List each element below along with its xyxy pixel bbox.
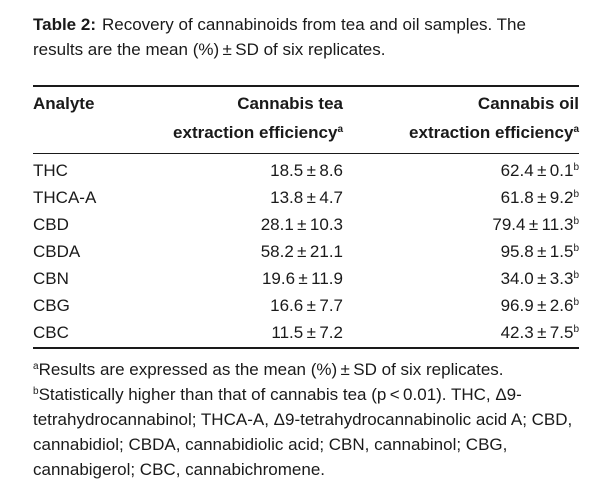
- cell-oil-value: 62.4 ± 0.1: [500, 161, 574, 180]
- table-row: CBDA 58.2 ± 21.1 95.8 ± 1.5b: [33, 238, 579, 265]
- table-footnotes: aResults are expressed as the mean (%) ±…: [33, 357, 583, 482]
- cell-analyte: THCA-A: [33, 188, 97, 207]
- cell-tea-value: 11.5 ± 7.2: [271, 323, 343, 342]
- cell-oil-value: 95.8 ± 1.5: [500, 242, 574, 261]
- header-tea-footnote-mark: a: [337, 124, 343, 135]
- footnote-b-mark: b: [33, 386, 39, 397]
- cell-oil-footnote-mark: b: [573, 270, 579, 281]
- header-cannabis-oil: Cannabis oil extraction efficiencya: [343, 89, 579, 153]
- cell-oil: 61.8 ± 9.2b: [343, 184, 579, 211]
- table-row: CBD 28.1 ± 10.3 79.4 ± 11.3b: [33, 211, 579, 238]
- footnote-b-text: Statistically higher than that of cannab…: [33, 385, 573, 479]
- header-tea-line2: extraction efficiency: [173, 123, 338, 142]
- cell-analyte: CBN: [33, 269, 69, 288]
- table-row: THC 18.5 ± 8.6 62.4 ± 0.1b: [33, 153, 579, 184]
- table-row: CBN 19.6 ± 11.9 34.0 ± 3.3b: [33, 265, 579, 292]
- header-oil-line1: Cannabis oil: [477, 94, 579, 113]
- cell-tea-value: 16.6 ± 7.7: [270, 296, 343, 315]
- cell-oil: 62.4 ± 0.1b: [343, 153, 579, 184]
- header-tea-line1: Cannabis tea: [237, 94, 343, 113]
- table-bottom-rule: [33, 347, 579, 349]
- cell-oil: 42.3 ± 7.5b: [343, 319, 579, 346]
- footnote-a-mark: a: [33, 361, 39, 372]
- footnote-a-text: Results are expressed as the mean (%) ± …: [38, 360, 504, 379]
- cell-analyte: CBG: [33, 296, 70, 315]
- cell-tea-value: 18.5 ± 8.6: [270, 161, 343, 180]
- cell-analyte: THC: [33, 161, 68, 180]
- cell-analyte: CBC: [33, 323, 69, 342]
- cell-oil-value: 42.3 ± 7.5: [500, 323, 574, 342]
- footnote-b: bStatistically higher than that of canna…: [33, 382, 583, 482]
- cell-tea-value: 28.1 ± 10.3: [260, 215, 343, 234]
- table-row: CBC 11.5 ± 7.2 42.3 ± 7.5b: [33, 319, 579, 346]
- cell-oil-value: 96.9 ± 2.6: [500, 296, 574, 315]
- cell-oil: 34.0 ± 3.3b: [343, 265, 579, 292]
- cell-oil-value: 34.0 ± 3.3: [500, 269, 574, 288]
- recovery-table: Analyte Cannabis tea extraction efficien…: [33, 89, 579, 346]
- cell-oil: 96.9 ± 2.6b: [343, 292, 579, 319]
- table-caption-text: Recovery of cannabinoids from tea and oi…: [33, 15, 526, 59]
- table-header-row: Analyte Cannabis tea extraction efficien…: [33, 89, 579, 153]
- cell-oil-footnote-mark: b: [573, 162, 579, 173]
- cell-oil-footnote-mark: b: [573, 216, 579, 227]
- cell-oil-footnote-mark: b: [573, 324, 579, 335]
- cell-oil-footnote-mark: b: [573, 243, 579, 254]
- footnote-a: aResults are expressed as the mean (%) ±…: [33, 357, 583, 382]
- cell-tea-value: 13.8 ± 4.7: [270, 188, 343, 207]
- table-caption: Table 2: Recovery of cannabinoids from te…: [33, 12, 578, 62]
- cell-oil: 79.4 ± 11.3b: [343, 211, 579, 238]
- cell-analyte: CBD: [33, 215, 69, 234]
- table-top-rule: [33, 85, 579, 87]
- cell-analyte: CBDA: [33, 242, 81, 261]
- header-oil-footnote-mark: a: [573, 124, 579, 135]
- header-analyte-label: Analyte: [33, 94, 95, 113]
- cell-oil-value: 79.4 ± 11.3: [492, 215, 574, 234]
- cell-oil: 95.8 ± 1.5b: [343, 238, 579, 265]
- header-cannabis-tea: Cannabis tea extraction efficiencya: [153, 89, 343, 153]
- table-row: THCA-A 13.8 ± 4.7 61.8 ± 9.2b: [33, 184, 579, 211]
- table-row: CBG 16.6 ± 7.7 96.9 ± 2.6b: [33, 292, 579, 319]
- header-oil-line2: extraction efficiency: [409, 123, 574, 142]
- table-caption-label: Table 2:: [33, 15, 96, 34]
- cell-oil-value: 61.8 ± 9.2: [500, 188, 574, 207]
- table-header-rule: [33, 153, 579, 154]
- cell-tea-value: 58.2 ± 21.1: [260, 242, 343, 261]
- cell-oil-footnote-mark: b: [573, 189, 579, 200]
- cell-oil-footnote-mark: b: [573, 297, 579, 308]
- cell-tea-value: 19.6 ± 11.9: [261, 269, 343, 288]
- header-analyte: Analyte: [33, 89, 153, 153]
